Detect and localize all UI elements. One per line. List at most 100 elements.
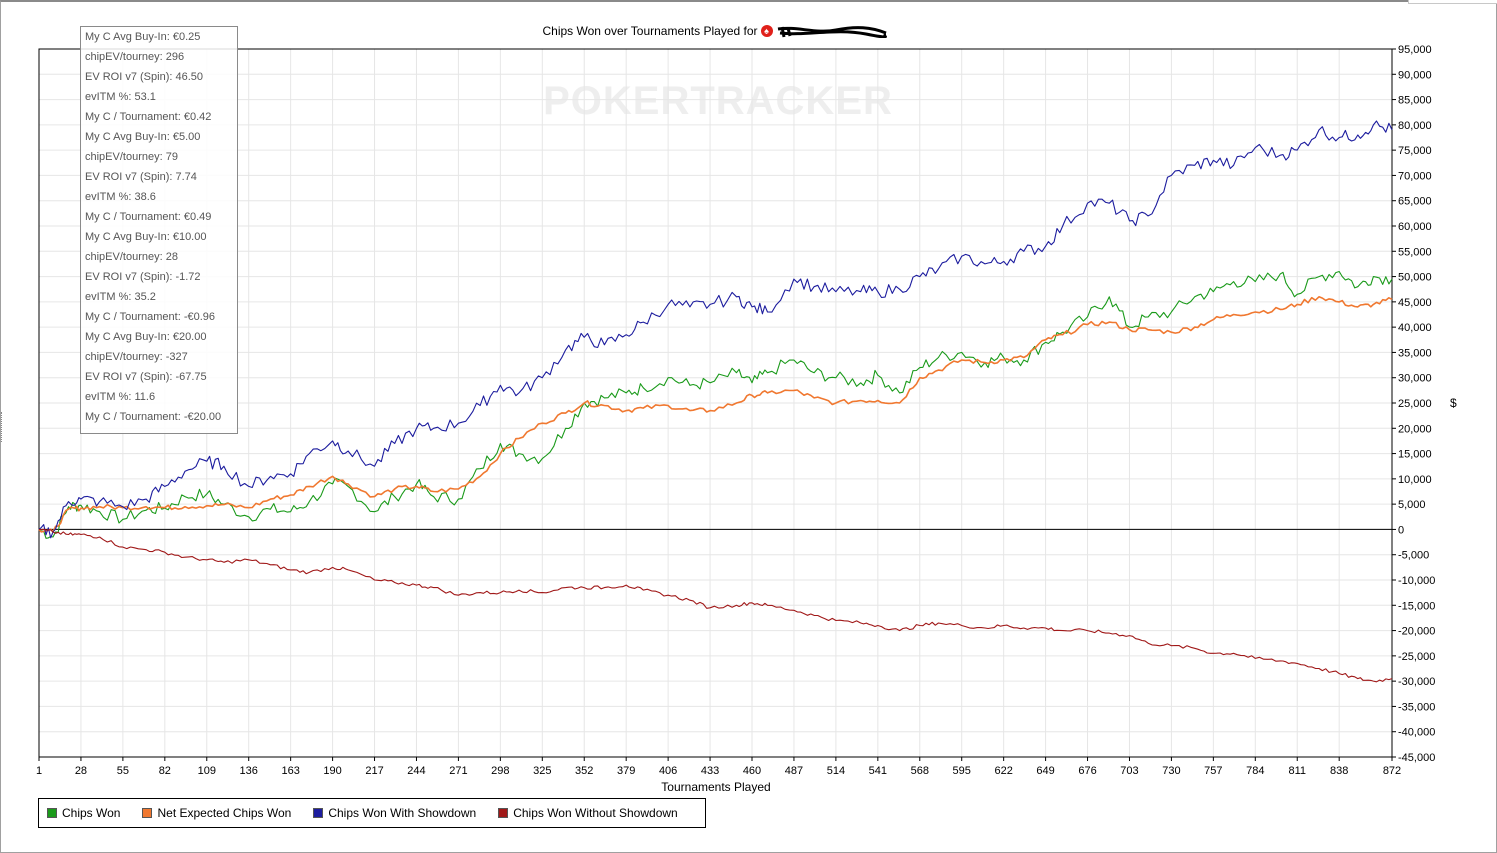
- series-line-chips-won: [38, 270, 1393, 539]
- legend-item: Net Expected Chips Won: [142, 806, 291, 820]
- series-line-chips-won-without-showdown: [38, 528, 1393, 683]
- x-tick-label: 784: [1246, 765, 1264, 777]
- info-box-line: EV ROI v7 (Spin): -1.72: [85, 271, 201, 283]
- y-tick-label: -20,000: [1398, 626, 1435, 638]
- info-box-line: EV ROI v7 (Spin): 46.50: [85, 71, 203, 83]
- info-box-line: My C / Tournament: €0.42: [85, 111, 212, 123]
- legend-label: Chips Won With Showdown: [328, 806, 477, 820]
- redaction-scribble: [777, 25, 887, 38]
- info-box-line: chipEV/tourney: 79: [85, 151, 178, 163]
- x-tick-label: 190: [323, 765, 341, 777]
- y-axis-title: $: [1450, 396, 1457, 410]
- y-tick-label: 70,000: [1398, 170, 1432, 182]
- y-tick-label: 0: [1398, 524, 1404, 536]
- spade-icon: ♠: [760, 25, 773, 37]
- info-box-line: My C / Tournament: -€0.96: [85, 311, 216, 323]
- info-box-line: My C Avg Buy-In: €0.25: [85, 31, 201, 43]
- y-tick-label: 10,000: [1398, 474, 1432, 486]
- legend-swatch: [498, 808, 509, 818]
- x-tick-label: 109: [198, 765, 216, 777]
- watermark: POKERTRACKER: [543, 79, 893, 123]
- y-tick-label: 95,000: [1398, 44, 1432, 56]
- x-axis-title: Tournaments Played: [661, 780, 771, 794]
- x-tick-label: 82: [159, 765, 171, 777]
- x-tick-label: 325: [533, 765, 551, 777]
- y-tick-label: -40,000: [1398, 727, 1435, 739]
- y-tick-label: 5,000: [1398, 499, 1426, 511]
- resize-grip[interactable]: [1, 412, 5, 442]
- y-tick-label: 90,000: [1398, 69, 1432, 81]
- y-tick-label: 65,000: [1398, 196, 1432, 208]
- x-tick-label: 838: [1330, 765, 1348, 777]
- y-tick-label: -15,000: [1398, 600, 1435, 612]
- info-box-line: chipEV/tourney: 28: [85, 251, 178, 263]
- x-tick-label: 568: [911, 765, 929, 777]
- info-box-line: My C Avg Buy-In: €20.00: [85, 331, 207, 343]
- y-tick-label: -30,000: [1398, 676, 1435, 688]
- y-tick-label: -5,000: [1398, 550, 1429, 562]
- series-line-chips-won-with-showdown: [38, 120, 1393, 539]
- y-tick-label: -25,000: [1398, 651, 1435, 663]
- y-tick-label: -10,000: [1398, 575, 1435, 587]
- info-box-line: EV ROI v7 (Spin): -67.75: [85, 371, 207, 383]
- info-box-line: My C Avg Buy-In: €5.00: [85, 131, 201, 143]
- legend-swatch: [313, 808, 324, 818]
- x-tick-label: 352: [575, 765, 593, 777]
- x-tick-label: 487: [785, 765, 803, 777]
- legend-item: Chips Won Without Showdown: [498, 806, 678, 820]
- info-box-line: My C / Tournament: -€20.00: [85, 411, 222, 423]
- chart-legend: Chips Won Net Expected Chips Won Chips Won…: [38, 798, 706, 828]
- x-tick-label: 379: [617, 765, 635, 777]
- x-tick-label: 595: [953, 765, 971, 777]
- x-tick-label: 163: [281, 765, 299, 777]
- info-box-line: evITM %: 38.6: [85, 191, 156, 203]
- topbar-field[interactable]: [1408, 0, 1497, 4]
- y-tick-label: 15,000: [1398, 449, 1432, 461]
- legend-item: Chips Won: [47, 806, 120, 820]
- x-tick-label: 55: [117, 765, 129, 777]
- y-tick-label: 60,000: [1398, 221, 1432, 233]
- chart-title: Chips Won over Tournaments Played for ♠: [0, 24, 1430, 38]
- y-tick-label: 25,000: [1398, 398, 1432, 410]
- x-tick-label: 136: [240, 765, 258, 777]
- info-box-line: My C Avg Buy-In: €10.00: [85, 231, 207, 243]
- series-line-net-expected-chips-won: [38, 296, 1393, 533]
- legend-label: Net Expected Chips Won: [157, 806, 292, 820]
- y-tick-label: 30,000: [1398, 373, 1432, 385]
- x-tick-label: 676: [1078, 765, 1096, 777]
- y-tick-label: -35,000: [1398, 701, 1435, 713]
- x-tick-label: 217: [365, 765, 383, 777]
- x-tick-label: 649: [1036, 765, 1054, 777]
- x-tick-label: 757: [1204, 765, 1222, 777]
- x-tick-label: 811: [1288, 765, 1306, 777]
- x-tick-label: 622: [994, 765, 1012, 777]
- x-tick-label: 244: [407, 765, 425, 777]
- y-tick-label: 85,000: [1398, 95, 1432, 107]
- y-tick-label: 50,000: [1398, 272, 1432, 284]
- info-box-line: chipEV/tourney: 296: [85, 51, 185, 63]
- y-tick-label: 55,000: [1398, 246, 1432, 258]
- x-tick-label: 730: [1162, 765, 1180, 777]
- x-tick-label: 271: [449, 765, 467, 777]
- x-tick-label: 703: [1120, 765, 1138, 777]
- x-tick-label: 298: [491, 765, 509, 777]
- x-tick-label: 541: [869, 765, 887, 777]
- x-tick-label: 460: [743, 765, 761, 777]
- info-box-line: My C / Tournament: €0.49: [85, 211, 212, 223]
- legend-label: Chips Won: [62, 806, 121, 820]
- x-tick-label: 28: [75, 765, 87, 777]
- stats-info-box: My C Avg Buy-In: €0.25 chipEV/tourney: 29…: [80, 26, 238, 434]
- info-box-line: evITM %: 35.2: [85, 291, 156, 303]
- y-tick-label: -45,000: [1398, 752, 1435, 764]
- info-box-line: evITM %: 53.1: [85, 91, 156, 103]
- x-tick-label: 433: [701, 765, 719, 777]
- legend-item: Chips Won With Showdown: [313, 806, 476, 820]
- y-tick-label: 75,000: [1398, 145, 1432, 157]
- y-tick-label: 40,000: [1398, 322, 1432, 334]
- info-box-line: chipEV/tourney: -327: [85, 351, 188, 363]
- x-tick-label: 514: [827, 765, 845, 777]
- y-tick-label: 80,000: [1398, 120, 1432, 132]
- x-tick-label: 406: [659, 765, 677, 777]
- y-tick-label: 20,000: [1398, 423, 1432, 435]
